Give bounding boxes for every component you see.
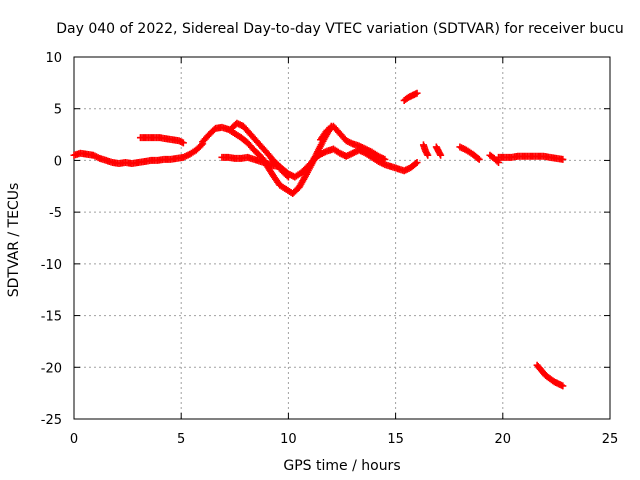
data-point — [559, 382, 567, 390]
y-tick-label: 10 — [45, 51, 62, 66]
y-tick-label: -15 — [41, 310, 62, 325]
data-point — [474, 154, 482, 162]
series-seg-16h — [419, 141, 432, 159]
series-flat-20-23h — [495, 152, 567, 163]
y-tick-labels: 10 5 0 -5 -10 -15 -20 -25 — [41, 51, 62, 428]
series-seg-18h — [456, 143, 483, 163]
y-tick-label: -20 — [41, 361, 62, 376]
chart-title: Day 040 of 2022, Sidereal Day-to-day VTE… — [56, 21, 624, 37]
series-peak-12h — [317, 122, 389, 163]
x-tick-label: 15 — [387, 432, 404, 447]
x-axis-label: GPS time / hours — [283, 458, 400, 474]
data-point — [179, 139, 187, 147]
data-point — [559, 155, 567, 163]
data-point — [413, 89, 421, 97]
axis-ticks — [73, 56, 611, 420]
series-rise-15.5-16h — [400, 89, 421, 104]
series-arc-3-5h — [136, 134, 187, 147]
data-point — [437, 151, 445, 159]
plot-frame — [73, 56, 611, 420]
grid-lines — [74, 57, 610, 419]
data-point — [493, 157, 501, 165]
series-hump-6-8h — [199, 123, 271, 168]
series-baseline-early — [70, 140, 207, 168]
series-tail-21.5-23h — [533, 361, 567, 390]
data-point — [197, 141, 205, 149]
y-tick-label: -5 — [49, 206, 62, 221]
y-axis-label: SDTVAR / TECUs — [6, 183, 22, 298]
series-seg-19.5h — [486, 151, 503, 166]
y-tick-label: -10 — [41, 258, 62, 273]
x-tick-label: 20 — [495, 432, 512, 447]
series-wave-12-15h — [310, 145, 421, 175]
x-tick-label: 25 — [602, 432, 619, 447]
data-point — [475, 155, 483, 163]
data-points — [70, 89, 567, 390]
data-point — [413, 158, 421, 166]
y-tick-label: -25 — [41, 413, 62, 428]
y-tick-label: 0 — [54, 154, 62, 169]
x-tick-label: 10 — [280, 432, 297, 447]
x-tick-label: 5 — [177, 432, 185, 447]
data-point — [424, 151, 432, 159]
series-seg-17h — [432, 143, 445, 159]
data-point — [412, 160, 420, 168]
x-tick-labels: 0 5 10 15 20 25 — [70, 432, 618, 447]
x-tick-label: 0 — [70, 432, 78, 447]
y-tick-label: 5 — [54, 103, 62, 118]
